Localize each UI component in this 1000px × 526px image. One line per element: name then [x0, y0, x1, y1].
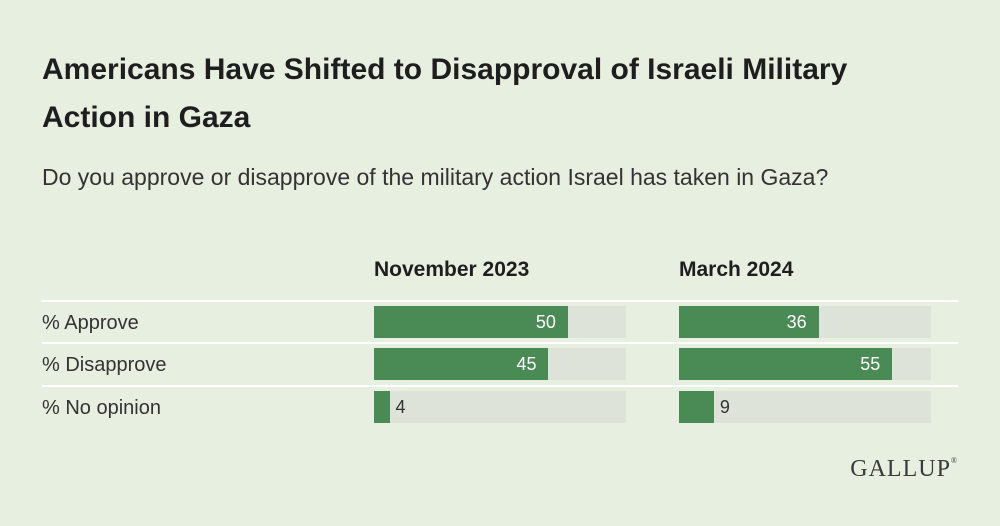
- column-header-march-2024: March 2024: [679, 258, 794, 281]
- bar-track: 50: [374, 306, 626, 338]
- bar-track: 55: [679, 348, 931, 380]
- bar-march-2024-1: [679, 348, 893, 380]
- bar-track: 9: [679, 391, 931, 423]
- row-label-approve: % Approve: [42, 312, 139, 334]
- bar-track: 45: [374, 348, 626, 380]
- column-header-november-2023: November 2023: [374, 258, 530, 281]
- bar-november-2023-1: [374, 348, 549, 380]
- gallup-logo: GALLUP®: [850, 456, 958, 482]
- row-divider: [42, 342, 958, 344]
- bar-value-label: 36: [786, 312, 807, 332]
- bar-november-2023-0: [374, 306, 568, 338]
- row-divider: [42, 300, 958, 302]
- bar-value-label: 4: [395, 397, 406, 417]
- bar-value-label: 9: [719, 397, 730, 417]
- bar-track: 36: [679, 306, 931, 338]
- row-label-no-opinion: % No opinion: [42, 397, 161, 419]
- bar-track: 4: [374, 391, 626, 423]
- bar-value-label: 55: [860, 354, 881, 374]
- bar-march-2024-2: [679, 391, 714, 423]
- bar-march-2024-0: [679, 306, 819, 338]
- row-label-disapprove: % Disapprove: [42, 354, 167, 376]
- chart-subtitle: Do you approve or disapprove of the mili…: [42, 164, 829, 190]
- bar-value-label: 50: [535, 312, 556, 332]
- row-divider: [42, 385, 958, 387]
- chart-title: Americans Have Shifted to Disapproval of…: [42, 53, 848, 134]
- bar-value-label: 45: [516, 354, 537, 374]
- bar-november-2023-2: [374, 391, 390, 423]
